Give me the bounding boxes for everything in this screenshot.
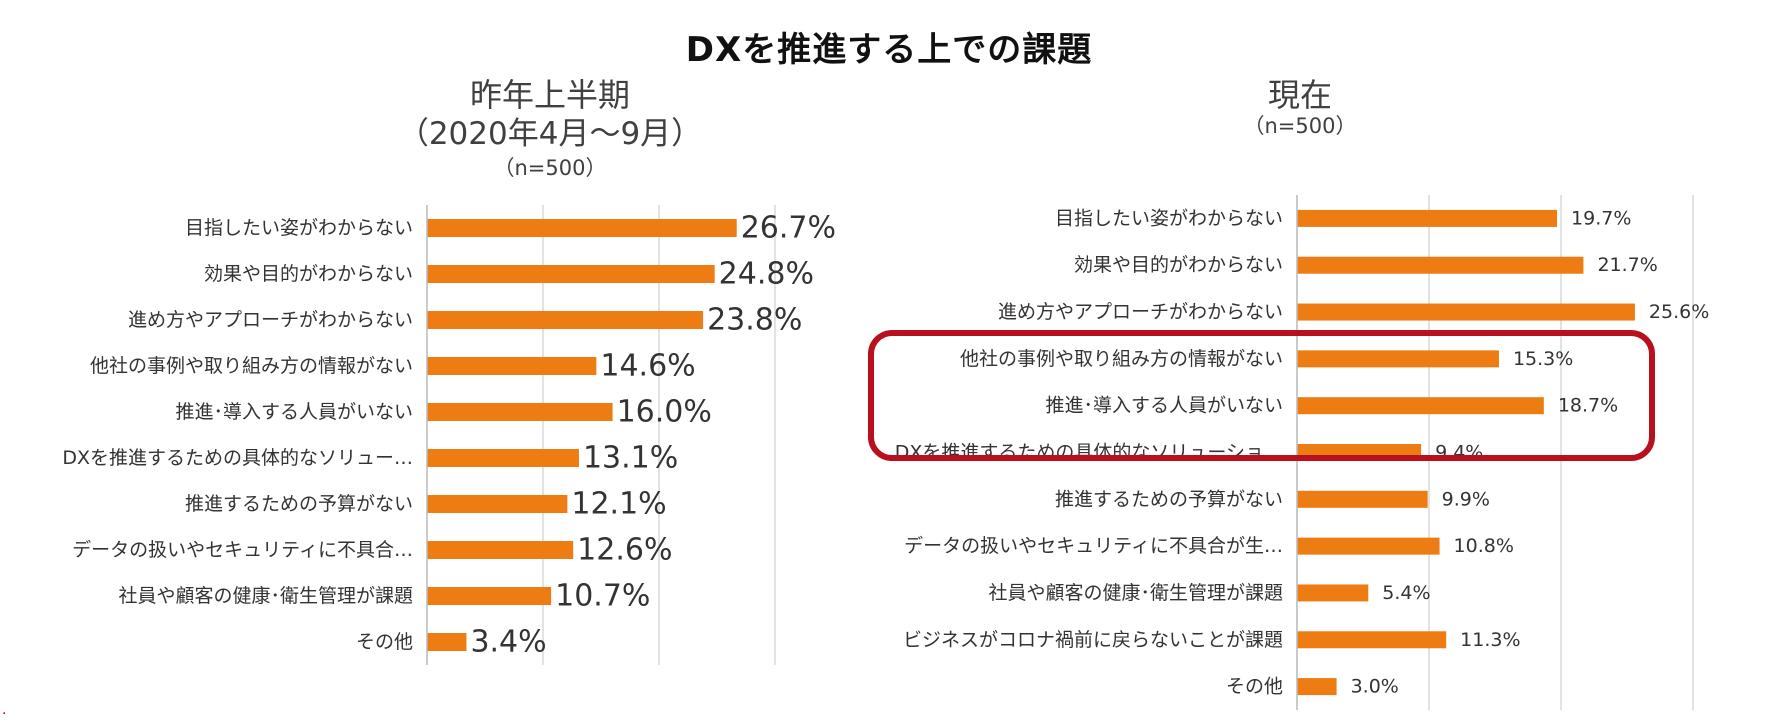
left-panel-sample-size: （n=500） bbox=[493, 156, 607, 180]
right-category-label: データの扱いやセキュリティに不具合が生… bbox=[904, 535, 1283, 557]
left-category-label: 進め方やアプローチがわからない bbox=[128, 309, 413, 331]
left-value-label: 14.6% bbox=[600, 349, 695, 384]
right-category-label: ビジネスがコロナ禍前に戻らないことが課題 bbox=[903, 629, 1283, 651]
left-value-label: 12.1% bbox=[571, 487, 666, 522]
left-bar bbox=[427, 633, 467, 651]
left-value-label: 23.8% bbox=[707, 303, 802, 338]
right-bar bbox=[1297, 444, 1422, 461]
right-category-label: DXを推進するための具体的なソリューショ… bbox=[895, 442, 1283, 464]
left-value-label: 10.7% bbox=[555, 579, 650, 614]
right-bar bbox=[1297, 397, 1544, 415]
right-value-label: 5.4% bbox=[1382, 582, 1430, 604]
right-category-label: 効果や目的がわからない bbox=[1074, 254, 1283, 276]
left-value-label: 3.4% bbox=[470, 625, 546, 660]
right-bar bbox=[1297, 490, 1428, 508]
right-value-label: 21.7% bbox=[1597, 254, 1657, 276]
right-value-label: 18.7% bbox=[1558, 395, 1618, 417]
left-bar bbox=[427, 403, 613, 421]
right-category-label: 社員や顧客の健康･衛生管理が課題 bbox=[988, 582, 1283, 604]
left-panel-title: 昨年上半期 bbox=[469, 76, 630, 114]
right-category-label: その他 bbox=[1226, 676, 1283, 698]
left-panel-period: （2020年4月～9月） bbox=[397, 116, 703, 152]
left-bar bbox=[427, 587, 552, 605]
left-value-label: 12.6% bbox=[577, 533, 672, 568]
right-bar bbox=[1297, 537, 1440, 555]
right-category-label: 目指したい姿がわからない bbox=[1055, 207, 1283, 229]
left-value-label: 13.1% bbox=[583, 441, 678, 476]
chart-main-title: DXを推進する上での課題 bbox=[685, 30, 1093, 70]
right-category-label: 推進するための予算がない bbox=[1055, 488, 1283, 510]
right-value-label: 15.3% bbox=[1513, 348, 1573, 370]
left-category-label: データの扱いやセキュリティに不具合… bbox=[72, 539, 413, 561]
right-value-label: 25.6% bbox=[1649, 301, 1709, 323]
right-category-label: 進め方やアプローチがわからない bbox=[998, 301, 1283, 323]
left-bar-chart: 目指したい姿がわからない 26.7% 効果や目的がわからない 24.8% 進め方やアプロ… bbox=[62, 205, 836, 665]
right-value-label: 19.7% bbox=[1571, 207, 1631, 229]
left-bar bbox=[427, 311, 704, 329]
left-bar bbox=[427, 357, 597, 375]
right-value-label: 11.3% bbox=[1460, 629, 1520, 651]
right-bar bbox=[1297, 350, 1499, 368]
left-category-label: その他 bbox=[356, 631, 413, 653]
left-bar bbox=[427, 449, 579, 467]
footnote-mark: . bbox=[2, 702, 7, 718]
left-category-label: 社員や顧客の健康･衛生管理が課題 bbox=[118, 585, 413, 607]
left-category-label: 推進するための予算がない bbox=[185, 493, 413, 515]
right-value-label: 9.9% bbox=[1442, 488, 1490, 510]
left-bar bbox=[427, 495, 568, 513]
right-bar bbox=[1297, 256, 1584, 274]
right-category-label: 他社の事例や取り組み方の情報がない bbox=[960, 348, 1283, 370]
left-bar bbox=[427, 265, 715, 283]
left-category-label: 目指したい姿がわからない bbox=[185, 217, 413, 239]
left-value-label: 24.8% bbox=[719, 257, 814, 292]
right-bar bbox=[1297, 584, 1369, 602]
left-bar bbox=[427, 541, 574, 559]
right-bar bbox=[1297, 303, 1635, 321]
right-panel-title: 現在 bbox=[1267, 76, 1332, 114]
right-bar bbox=[1297, 209, 1558, 227]
left-category-label: 他社の事例や取り組み方の情報がない bbox=[90, 355, 413, 377]
right-category-label: 推進･導入する人員がいない bbox=[1045, 395, 1283, 417]
right-bar bbox=[1297, 678, 1337, 696]
left-bar bbox=[427, 219, 737, 237]
right-bar bbox=[1297, 631, 1447, 649]
left-category-label: 効果や目的がわからない bbox=[204, 263, 413, 285]
right-panel-sample-size: （n=500） bbox=[1243, 114, 1357, 138]
left-category-label: 推進･導入する人員がいない bbox=[175, 401, 413, 423]
left-category-label: DXを推進するための具体的なソリュー… bbox=[62, 447, 413, 469]
right-value-label: 3.0% bbox=[1351, 676, 1399, 698]
left-value-label: 26.7% bbox=[741, 211, 836, 246]
right-value-label: 9.4% bbox=[1435, 442, 1483, 464]
right-value-label: 10.8% bbox=[1454, 535, 1514, 557]
left-value-label: 16.0% bbox=[617, 395, 712, 430]
